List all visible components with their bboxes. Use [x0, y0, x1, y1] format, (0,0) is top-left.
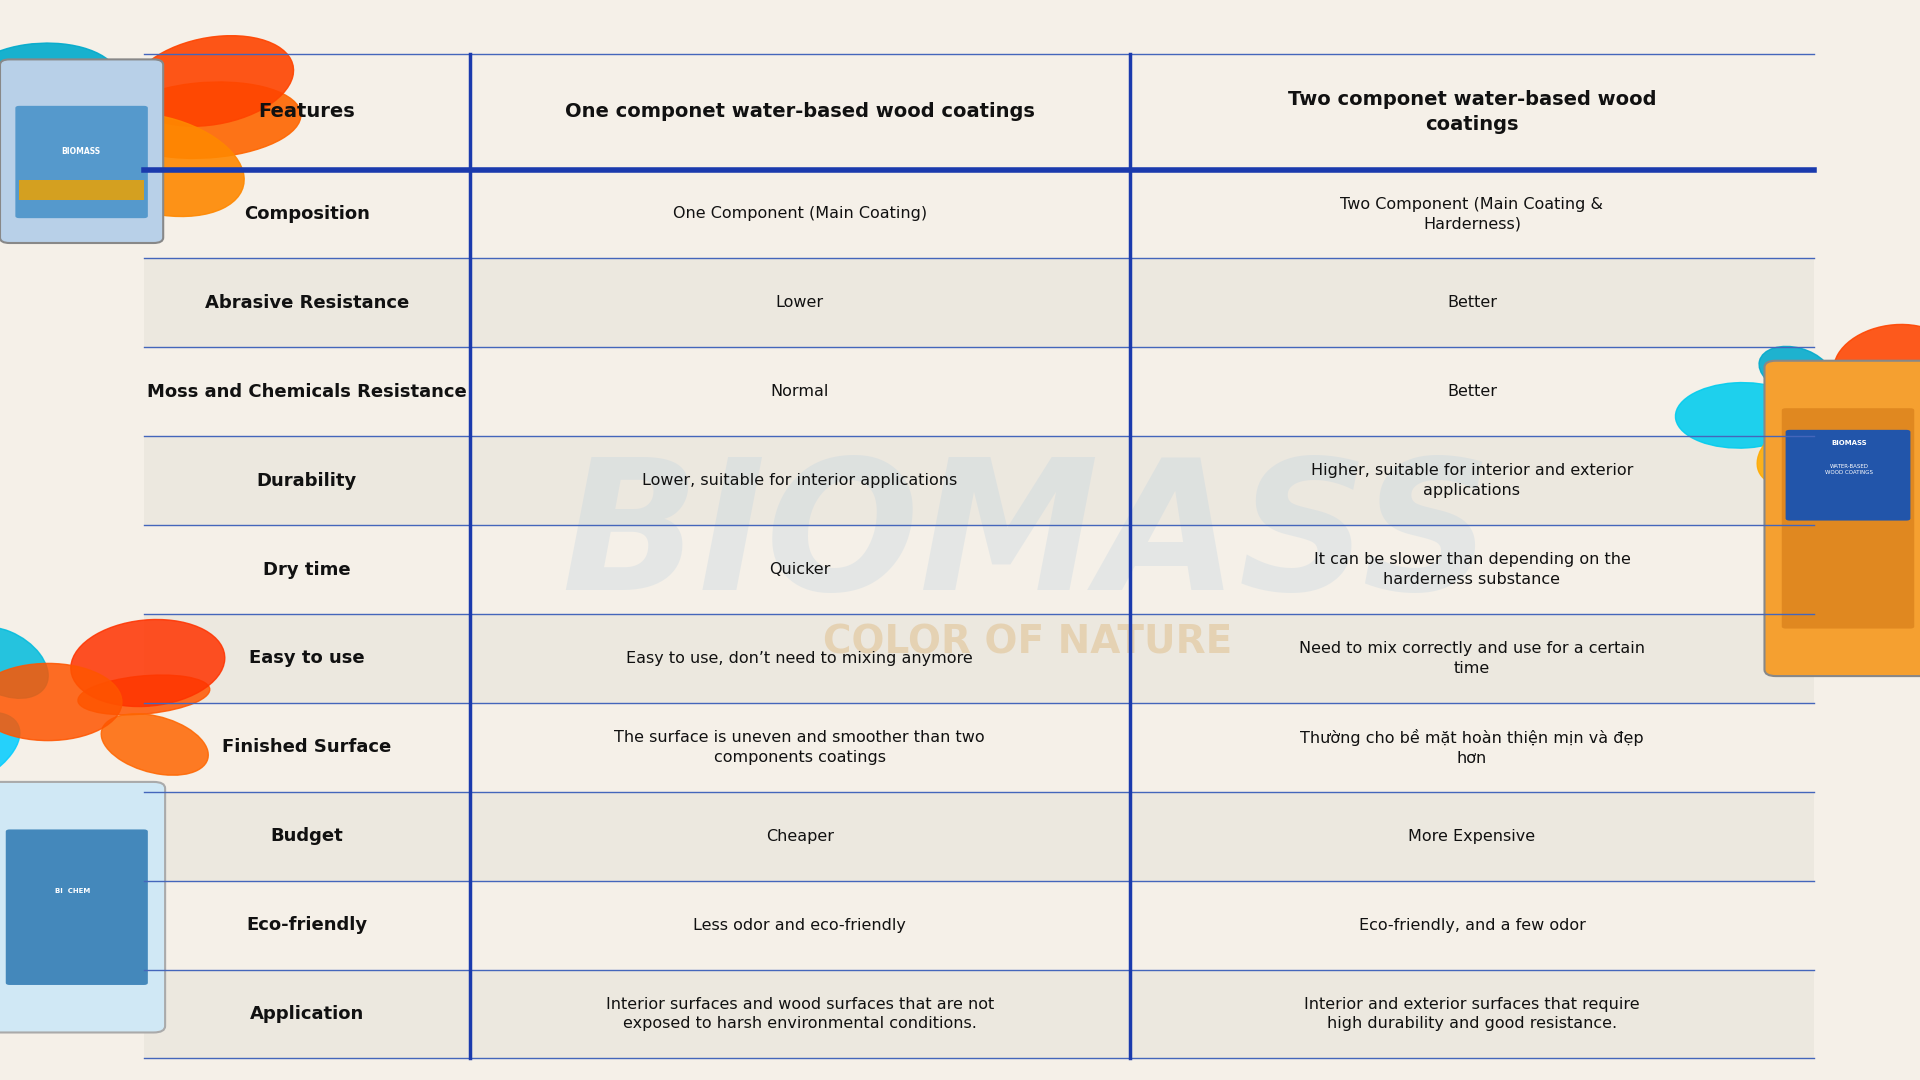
Ellipse shape: [0, 712, 19, 792]
Text: Need to mix correctly and use for a certain
time: Need to mix correctly and use for a cert…: [1300, 642, 1645, 676]
Ellipse shape: [79, 675, 209, 715]
Text: Less odor and eco-friendly: Less odor and eco-friendly: [693, 918, 906, 932]
Text: It can be slower than depending on the
harderness substance: It can be slower than depending on the h…: [1313, 552, 1630, 586]
Ellipse shape: [0, 626, 48, 699]
Text: Eco-friendly, and a few odor: Eco-friendly, and a few odor: [1359, 918, 1586, 932]
Ellipse shape: [131, 36, 294, 126]
Ellipse shape: [0, 111, 106, 210]
Text: Features: Features: [259, 103, 355, 121]
Text: Normal: Normal: [770, 384, 829, 400]
Text: BIOMASS: BIOMASS: [561, 453, 1494, 627]
Text: Interior and exterior surfaces that require
high durability and good resistance.: Interior and exterior surfaces that requ…: [1304, 997, 1640, 1031]
Text: Finished Surface: Finished Surface: [223, 739, 392, 756]
Text: BI  CHEM: BI CHEM: [56, 888, 90, 894]
Bar: [144, 792, 1814, 880]
Text: Lower, suitable for interior applications: Lower, suitable for interior application…: [641, 473, 958, 488]
Ellipse shape: [71, 620, 225, 706]
Text: One componet water-based wood coatings: One componet water-based wood coatings: [564, 103, 1035, 121]
Text: Quicker: Quicker: [768, 562, 829, 577]
FancyBboxPatch shape: [15, 106, 148, 218]
Ellipse shape: [1889, 390, 1920, 423]
Text: One Component (Main Coating): One Component (Main Coating): [672, 206, 927, 221]
Text: Dry time: Dry time: [263, 561, 351, 579]
Text: Easy to use, don’t need to mixing anymore: Easy to use, don’t need to mixing anymor…: [626, 651, 973, 666]
Ellipse shape: [1834, 324, 1920, 404]
Text: Eco-friendly: Eco-friendly: [246, 916, 367, 934]
Text: Abrasive Resistance: Abrasive Resistance: [205, 294, 409, 312]
FancyBboxPatch shape: [1786, 430, 1910, 521]
Ellipse shape: [0, 87, 157, 172]
Bar: [19, 180, 144, 200]
Ellipse shape: [0, 43, 119, 120]
FancyBboxPatch shape: [0, 782, 165, 1032]
Ellipse shape: [1786, 375, 1920, 445]
Ellipse shape: [102, 714, 207, 775]
Text: Better: Better: [1448, 384, 1498, 400]
Text: Lower: Lower: [776, 295, 824, 310]
Text: Composition: Composition: [244, 205, 371, 222]
Text: Application: Application: [250, 1005, 365, 1023]
Text: BIOMASS: BIOMASS: [1832, 440, 1866, 446]
Text: More Expensive: More Expensive: [1409, 828, 1536, 843]
Text: Two componet water-based wood
coatings: Two componet water-based wood coatings: [1288, 90, 1657, 134]
Text: Moss and Chemicals Resistance: Moss and Chemicals Resistance: [148, 382, 467, 401]
FancyBboxPatch shape: [1782, 408, 1914, 629]
Ellipse shape: [1759, 347, 1832, 394]
Bar: [144, 436, 1814, 525]
Ellipse shape: [1830, 423, 1918, 478]
Bar: [144, 613, 1814, 703]
FancyBboxPatch shape: [1764, 361, 1920, 676]
Ellipse shape: [69, 113, 244, 216]
Text: Easy to use: Easy to use: [250, 649, 365, 667]
Text: Cheaper: Cheaper: [766, 828, 833, 843]
Ellipse shape: [1757, 417, 1849, 486]
FancyBboxPatch shape: [6, 829, 148, 985]
Text: COLOR OF NATURE: COLOR OF NATURE: [822, 623, 1233, 662]
Bar: [144, 258, 1814, 348]
Text: Durability: Durability: [257, 472, 357, 489]
Text: Budget: Budget: [271, 827, 344, 846]
Text: Better: Better: [1448, 295, 1498, 310]
Ellipse shape: [111, 82, 301, 159]
Ellipse shape: [0, 663, 123, 741]
Text: Thường cho bề mặt hoàn thiện mịn và đẹp
hơn: Thường cho bề mặt hoàn thiện mịn và đẹp …: [1300, 729, 1644, 766]
Text: Interior surfaces and wood surfaces that are not
exposed to harsh environmental : Interior surfaces and wood surfaces that…: [605, 997, 995, 1031]
FancyBboxPatch shape: [0, 59, 163, 243]
Text: BIOMASS: BIOMASS: [61, 147, 100, 156]
Text: Two Component (Main Coating &
Harderness): Two Component (Main Coating & Harderness…: [1340, 197, 1603, 231]
Text: Higher, suitable for interior and exterior
applications: Higher, suitable for interior and exteri…: [1311, 463, 1634, 498]
Text: WATER-BASED
WOOD COATINGS: WATER-BASED WOOD COATINGS: [1824, 464, 1874, 475]
Bar: [144, 970, 1814, 1058]
Ellipse shape: [1676, 382, 1807, 448]
Text: The surface is uneven and smoother than two
components coatings: The surface is uneven and smoother than …: [614, 730, 985, 765]
